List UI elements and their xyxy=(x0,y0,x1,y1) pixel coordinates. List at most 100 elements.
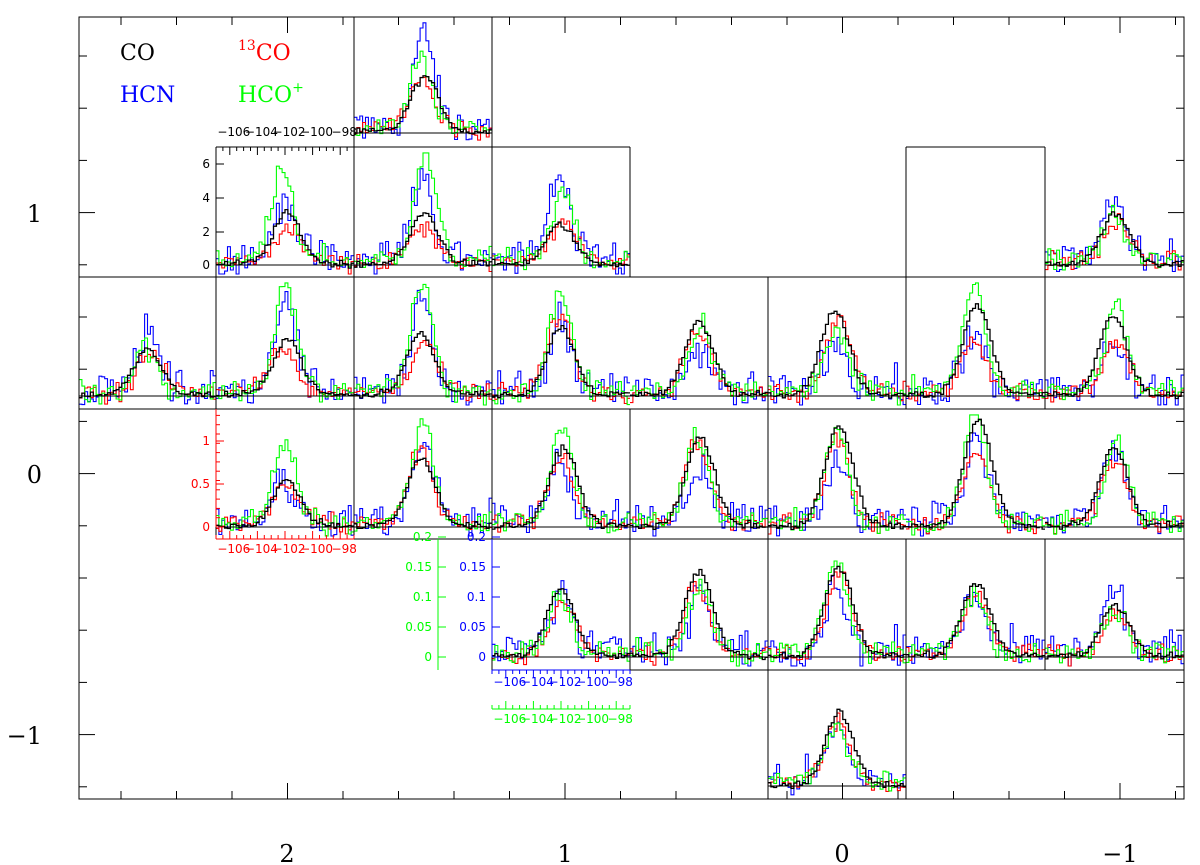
spectrum-hcoplus xyxy=(354,283,492,406)
intensity-tick-label: 0 xyxy=(202,520,210,534)
velocity-tick-label: −104 xyxy=(521,675,554,689)
intensity-tick-label: 0 xyxy=(202,258,210,272)
spectrum-hcoplus xyxy=(354,152,492,268)
velocity-tick-label: −102 xyxy=(549,712,582,726)
x-tick-label: −1 xyxy=(1102,840,1137,865)
spectrum-co xyxy=(630,319,768,398)
intensity-tick-label: 0.1 xyxy=(413,590,432,604)
legend-superscript: + xyxy=(292,80,304,96)
spectrum-hcoplus xyxy=(1045,434,1184,535)
co-intensity-axis: 0 2 4 6 xyxy=(202,147,224,272)
spectrum-panel-r1-c7 xyxy=(1045,196,1184,273)
spectrum-panel-r2-c3 xyxy=(492,290,630,406)
spectrum-panel-r2-c7 xyxy=(1045,298,1184,406)
13co-intensity-axis: 00.51 xyxy=(191,409,224,534)
spectrum-panel-r2-c1 xyxy=(216,282,354,404)
velocity-tick-label: −98 xyxy=(332,542,357,556)
spectrum-hcoplus xyxy=(768,326,906,406)
spectrum-hcoplus xyxy=(216,282,354,403)
spectrum-co xyxy=(354,457,492,530)
spectrum-panel-r2-c5 xyxy=(768,310,906,406)
intensity-tick-label: 6 xyxy=(202,157,210,171)
legend-entry: HCN xyxy=(120,83,175,108)
spectrum-co xyxy=(1045,447,1184,530)
spectrum-panel-r4-c3 xyxy=(492,580,630,666)
velocity-tick-label: −100 xyxy=(576,712,609,726)
intensity-tick-label: 0.05 xyxy=(405,620,432,634)
intensity-tick-label: 0.15 xyxy=(459,560,486,574)
legend-superscript: 13 xyxy=(238,38,256,54)
spectrum-co xyxy=(768,310,906,399)
spectrum-panel-r1-c3 xyxy=(492,174,630,275)
intensity-tick-label: 1 xyxy=(202,434,210,448)
spectrum-co xyxy=(354,330,492,399)
spectrum-panel-r3-c6 xyxy=(906,414,1045,537)
spectrum-panel-r1-c2 xyxy=(354,152,492,275)
velocity-tick-label: −104 xyxy=(521,712,554,726)
spectrum-hcn xyxy=(492,174,630,275)
intensity-tick-label: 0.2 xyxy=(413,530,432,544)
spectrum-co xyxy=(216,338,354,398)
outer-frame-rect xyxy=(78,16,1185,800)
x-tick-label: 1 xyxy=(557,840,572,865)
spectrum-panel-r3-c4 xyxy=(630,426,768,537)
spectrum-13co xyxy=(1045,608,1184,667)
velocity-tick-label: −106 xyxy=(217,125,250,139)
velocity-tick-label: −102 xyxy=(273,542,306,556)
velocity-tick-label: −106 xyxy=(217,542,250,556)
velocity-tick-label: −104 xyxy=(245,125,278,139)
velocity-tick-label: −106 xyxy=(493,712,526,726)
hcn-intensity-axis: 0 0.05 0.1 0.15 0.2 xyxy=(459,530,500,664)
spectrum-hcoplus xyxy=(630,312,768,401)
inset-axes: −106−104−102−100−98024600.51−106−104−102… xyxy=(191,125,633,726)
velocity-tick-label: −100 xyxy=(576,675,609,689)
intensity-tick-label: 0.15 xyxy=(405,560,432,574)
spectrum-panel-r4-c6 xyxy=(906,583,1045,664)
co-velocity-axis: −106−104−102−100−98 xyxy=(215,125,357,155)
y-tick-label: 1 xyxy=(27,200,42,228)
spectrum-hcn xyxy=(492,580,630,662)
spectrum-co xyxy=(768,565,906,659)
intensity-tick-label: 0.2 xyxy=(467,530,486,544)
y-tick-label: 0 xyxy=(27,461,42,489)
spectrum-panel-r4-c5 xyxy=(768,560,906,667)
legend-label: HCO xyxy=(238,83,292,108)
hcoplus-intensity-axis: 0 0.05 0.1 0.15 0.2 xyxy=(405,530,446,670)
spectrum-panel-r0-c2 xyxy=(354,22,492,141)
spectrum-co xyxy=(492,588,630,659)
spectrum-panel-r1-c1 xyxy=(216,165,354,275)
spectrum-hcn xyxy=(216,193,354,275)
velocity-tick-label: −106 xyxy=(493,675,526,689)
velocity-tick-label: −102 xyxy=(273,125,306,139)
spectrum-panel-r2-c2 xyxy=(354,283,492,406)
intensity-tick-label: 0.05 xyxy=(459,620,486,634)
spectrum-panel-r5-c5 xyxy=(768,708,906,796)
outer-frame: 2 1 0 −1 1 0 −1 xyxy=(7,16,1185,865)
intensity-tick-label: 0 xyxy=(478,650,486,664)
spectrum-panel-r3-c5 xyxy=(768,425,906,537)
intensity-tick-label: 2 xyxy=(202,225,210,239)
velocity-tick-label: −104 xyxy=(245,542,278,556)
velocity-tick-label: −102 xyxy=(549,675,582,689)
velocity-tick-label: −100 xyxy=(300,542,333,556)
hcn-velocity-axis: −106−104−102−100−98 xyxy=(491,669,633,689)
panel-grid xyxy=(79,17,1184,799)
spectrum-hcoplus xyxy=(492,427,630,534)
spectrum-co xyxy=(1045,316,1184,400)
spectrum-co xyxy=(768,708,906,789)
spectrum-panel-r2-c4 xyxy=(630,312,768,406)
velocity-tick-label: −98 xyxy=(332,125,357,139)
spectrum-panel-r4-c7 xyxy=(1045,584,1184,667)
y-tick-label: −1 xyxy=(7,722,42,750)
spectrum-panel-r4-c4 xyxy=(630,568,768,667)
spectrum-hcn xyxy=(1045,196,1184,273)
spectrum-13co xyxy=(354,340,492,402)
velocity-tick-label: −98 xyxy=(608,712,633,726)
spectrum-co xyxy=(768,425,906,531)
spectrum-panel-r2-c6 xyxy=(906,282,1045,406)
intensity-tick-label: 4 xyxy=(202,191,210,205)
intensity-tick-label: 0.1 xyxy=(467,590,486,604)
spectrum-hcn xyxy=(630,454,768,537)
spectrum-co xyxy=(1045,603,1184,660)
